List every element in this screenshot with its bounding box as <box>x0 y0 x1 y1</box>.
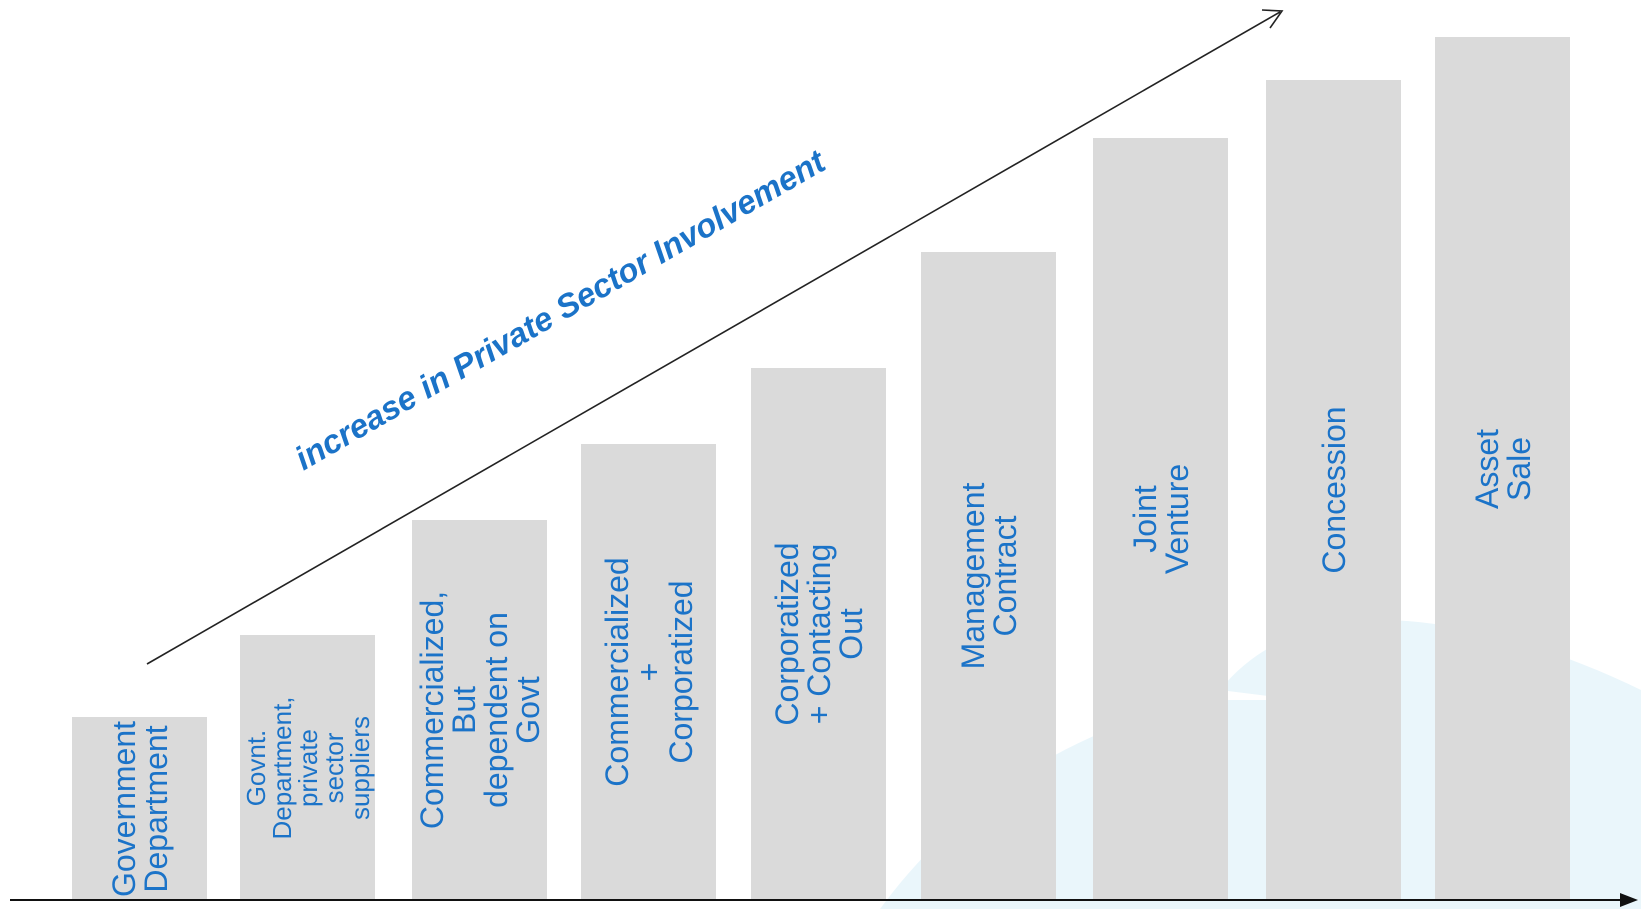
stage-bar-govnt-department-suppliers: Govnt. Department, private sector suppli… <box>240 635 375 900</box>
baseline-axis-arrow <box>10 893 1638 907</box>
stage-bar-asset-sale: Asset Sale <box>1435 37 1570 900</box>
stage-bar-commercialized-dependent: Commercialized, But dependent on Govt <box>412 520 547 900</box>
stage-bar-joint-venture: Joint Venture <box>1093 138 1228 900</box>
stage-bar-corporatized-contracting-out: Corporatized + Contacting Out <box>751 368 886 900</box>
stage-bar-management-contract: Management Contract <box>921 252 1056 900</box>
stage-bar-government-department: Government Department <box>72 717 207 900</box>
stage-bar-concession: Concession <box>1266 80 1401 900</box>
trend-arrow <box>146 9 1284 665</box>
stage-bar-commercialized-corporatized: Commercialized + Corporatized <box>581 444 716 900</box>
